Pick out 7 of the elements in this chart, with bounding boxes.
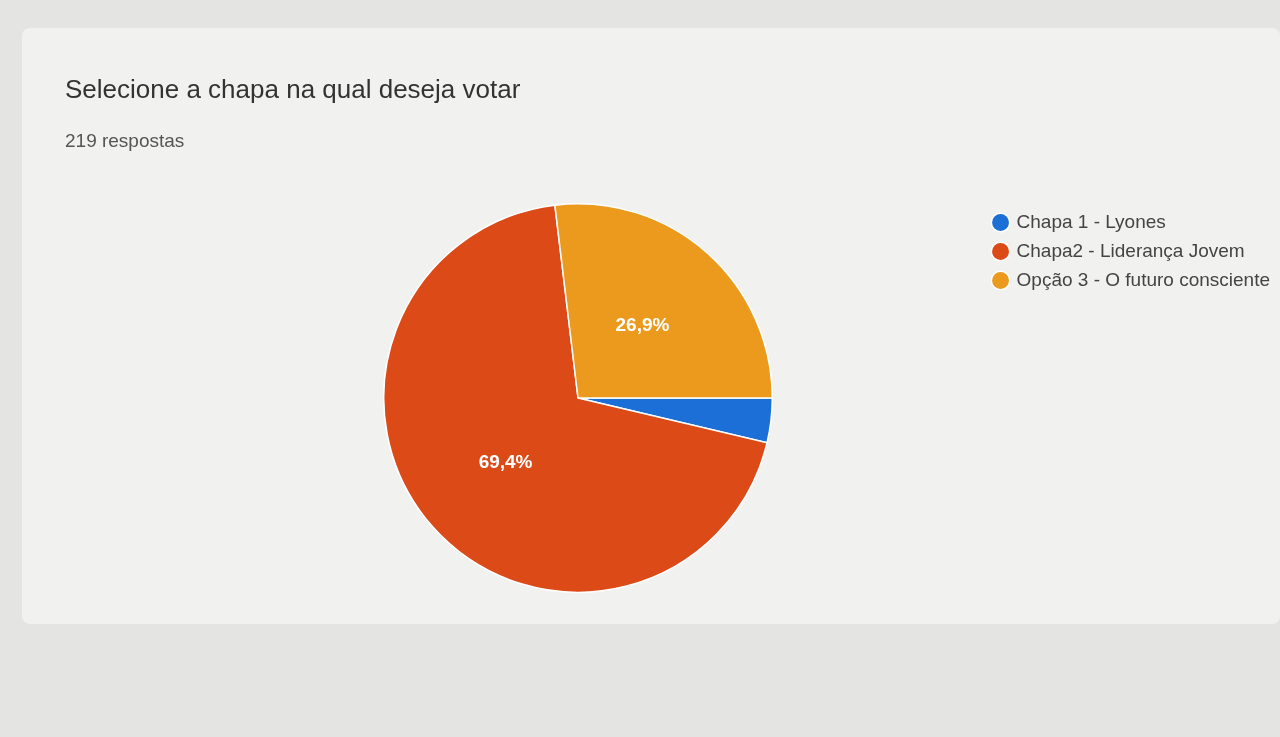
text: 219 respostas xyxy=(65,130,185,152)
data-label: 69,4% xyxy=(478,450,533,472)
data-label: 26,9% xyxy=(615,313,670,335)
legend-label: Chapa2 - Liderança Jovem xyxy=(1016,239,1245,261)
legend-label: Opção 3 - O futuro consciente xyxy=(1016,268,1270,290)
chart-title: Selecione a chapa na qual deseja votar xyxy=(65,74,521,105)
legend-label: Chapa 1 - Lyones xyxy=(1016,210,1166,232)
